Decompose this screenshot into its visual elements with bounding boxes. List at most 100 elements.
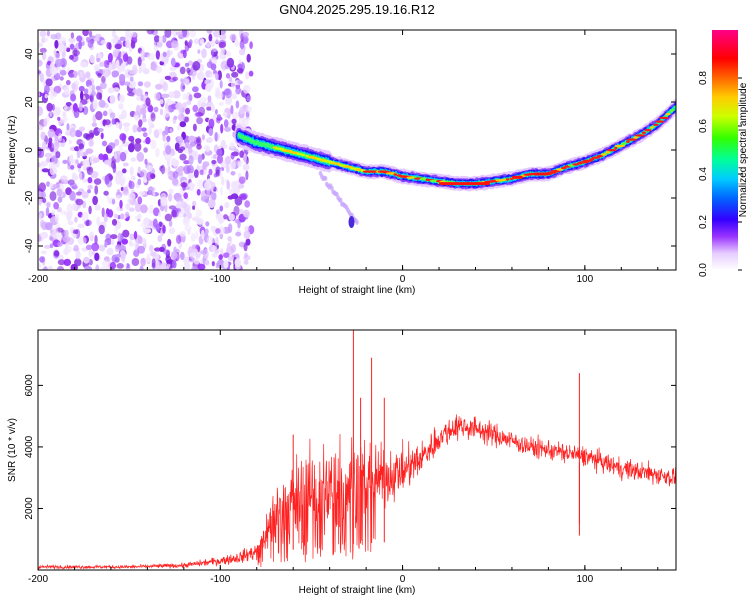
noise-blob xyxy=(88,205,92,215)
noise-blob xyxy=(94,65,100,72)
noise-blob xyxy=(142,177,148,183)
noise-blob xyxy=(242,209,250,218)
noise-blob xyxy=(87,185,93,190)
noise-blob xyxy=(87,85,92,94)
y-tick-label: 2000 xyxy=(24,497,35,520)
noise-blob xyxy=(83,256,90,264)
noise-blob xyxy=(175,197,184,203)
noise-blob xyxy=(64,229,69,237)
noise-blob xyxy=(67,210,73,218)
noise-blob xyxy=(77,223,85,229)
noise-blob xyxy=(192,205,196,210)
noise-blob xyxy=(102,68,110,78)
noise-blob xyxy=(226,180,230,190)
noise-blob xyxy=(67,246,72,253)
noise-blob xyxy=(45,222,53,231)
noise-blob xyxy=(44,152,53,158)
noise-blob xyxy=(131,31,138,38)
noise-blob xyxy=(41,162,49,167)
noise-blob xyxy=(40,191,47,199)
noise-blob xyxy=(137,56,142,67)
noise-blob xyxy=(38,124,44,131)
noise-blob xyxy=(132,124,138,133)
noise-blob xyxy=(187,173,194,179)
noise-blob xyxy=(137,245,146,254)
noise-blob xyxy=(87,177,93,184)
noise-blob xyxy=(162,35,167,43)
noise-blob xyxy=(98,224,105,235)
noise-blob xyxy=(58,43,65,53)
noise-blob xyxy=(129,166,134,176)
noise-blob xyxy=(57,259,66,266)
noise-blob xyxy=(208,33,213,42)
noise-blob xyxy=(69,54,74,60)
noise-blob xyxy=(122,229,130,238)
noise-blob xyxy=(121,238,128,245)
noise-blob xyxy=(68,73,75,78)
noise-blob xyxy=(88,249,93,258)
noise-blob xyxy=(167,263,171,268)
noise-blob xyxy=(164,108,170,118)
noise-blob xyxy=(175,102,183,111)
noise-blob xyxy=(180,251,185,261)
noise-blob xyxy=(46,115,50,123)
noise-blob xyxy=(206,30,213,34)
branch-blob xyxy=(338,197,343,203)
noise-blob xyxy=(188,145,193,154)
noise-blob xyxy=(219,80,223,89)
noise-blob xyxy=(79,71,84,78)
noise-blob xyxy=(191,265,198,270)
trace-core-blob xyxy=(626,138,638,141)
noise-blob xyxy=(183,216,189,224)
noise-blob xyxy=(193,169,199,179)
trace-core-blob xyxy=(653,123,659,127)
noise-blob xyxy=(49,110,53,117)
noise-blob xyxy=(47,265,54,270)
noise-blob xyxy=(122,168,127,174)
noise-blob xyxy=(108,142,116,150)
noise-blob xyxy=(217,114,221,119)
trace-core-blob xyxy=(665,113,671,116)
trace-core-blob xyxy=(393,173,398,176)
noise-blob xyxy=(38,199,42,206)
noise-blob xyxy=(109,94,116,105)
noise-blob xyxy=(51,226,58,232)
noise-blob xyxy=(45,207,50,217)
x-tick-label: 100 xyxy=(577,274,594,285)
noise-blob xyxy=(228,252,235,261)
noise-blob xyxy=(59,69,67,76)
noise-blob xyxy=(150,139,157,150)
noise-blob xyxy=(229,33,237,42)
noise-blob xyxy=(163,249,171,255)
noise-blob xyxy=(242,31,249,38)
noise-blob xyxy=(157,128,163,135)
noise-blob xyxy=(167,165,171,175)
noise-blob xyxy=(179,231,186,237)
noise-blob xyxy=(160,196,168,207)
noise-blob xyxy=(235,231,242,237)
noise-blob xyxy=(148,186,154,196)
noise-blob xyxy=(104,119,111,126)
noise-blob xyxy=(180,182,188,188)
noise-blob xyxy=(207,136,213,144)
trace-core-blob xyxy=(560,166,567,170)
noise-blob xyxy=(123,186,129,194)
snr-marks xyxy=(38,330,676,570)
noise-blob xyxy=(234,38,239,48)
noise-blob xyxy=(103,190,109,196)
noise-blob xyxy=(202,164,207,171)
noise-blob xyxy=(197,263,206,270)
noise-blob xyxy=(117,232,122,242)
noise-blob xyxy=(101,207,105,218)
noise-blob xyxy=(69,190,76,201)
noise-blob xyxy=(82,151,89,156)
noise-blob xyxy=(235,86,242,95)
noise-blob xyxy=(246,53,251,63)
noise-blob xyxy=(39,47,47,54)
trace-core-blob xyxy=(556,168,564,171)
noise-blob xyxy=(245,106,253,113)
noise-blob xyxy=(84,265,92,270)
noise-blob xyxy=(139,169,148,178)
noise-blob xyxy=(124,211,130,218)
noise-blob xyxy=(193,92,202,99)
